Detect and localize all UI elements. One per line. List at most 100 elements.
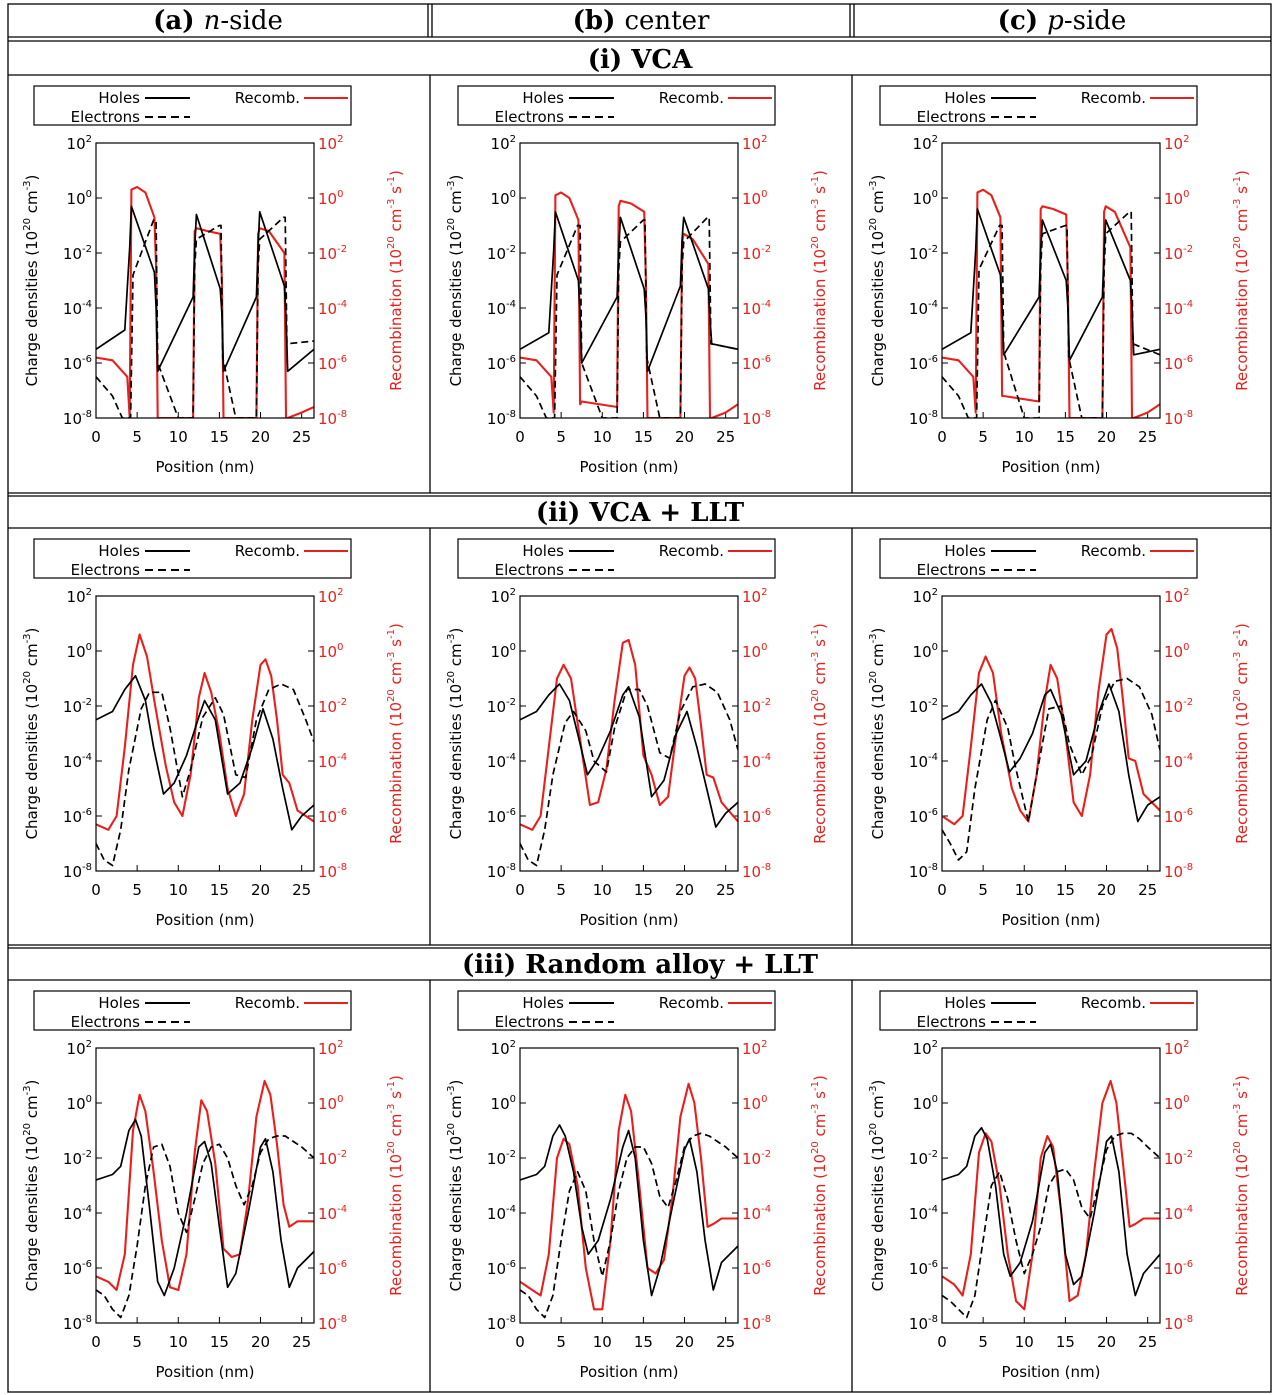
x-tick-label: 15 xyxy=(210,1333,229,1351)
x-tick-label: 20 xyxy=(675,1333,694,1351)
y-tick-label-left: 10-2 xyxy=(487,1149,516,1168)
y-tick-label-right: 100 xyxy=(1164,642,1189,661)
y-axis-label-left: Charge densities (1020 cm-3) xyxy=(22,1080,41,1292)
y-tick-label-right: 10-8 xyxy=(318,862,347,881)
chart-panel: Holes Recomb. Electrons 10-8 10-8 10-6 10-6 10-… xyxy=(22,85,405,476)
y-tick-label-left: 10-6 xyxy=(63,1259,92,1278)
electrons-line xyxy=(96,683,314,867)
y-tick-label-right: 102 xyxy=(742,1039,767,1058)
x-tick-label: 25 xyxy=(716,1333,735,1351)
y-tick-label-left: 10-2 xyxy=(909,1149,938,1168)
y-tick-label-right: 10-6 xyxy=(1164,354,1193,373)
electrons-line xyxy=(520,683,738,867)
chart-panel: Holes Recomb. Electrons 10-8 10-8 10-6 10-6 10-… xyxy=(446,990,829,1381)
legend: Holes Recomb. Electrons xyxy=(33,85,352,126)
y-tick-label-left: 10-6 xyxy=(487,807,516,826)
legend-box xyxy=(33,990,352,1031)
x-tick-label: 25 xyxy=(1138,881,1157,899)
plot-frame xyxy=(941,1047,1161,1324)
y-tick-label-left: 100 xyxy=(67,1094,92,1113)
x-tick-label: 5 xyxy=(132,1333,142,1351)
x-tick-label: 20 xyxy=(251,881,270,899)
y-tick-label-right: 102 xyxy=(742,134,767,153)
y-tick-label-right: 10-2 xyxy=(1164,697,1193,716)
y-tick-label-left: 10-2 xyxy=(487,244,516,263)
y-tick-label-left: 10-4 xyxy=(487,752,516,771)
plot-frame xyxy=(95,1047,315,1324)
holes-line xyxy=(96,674,314,831)
x-tick-label: 20 xyxy=(1097,881,1116,899)
y-tick-label-right: 10-6 xyxy=(742,354,771,373)
x-tick-label: 15 xyxy=(210,881,229,899)
electrons-line xyxy=(520,1132,738,1319)
row-title: (iii) Random alloy + LLT xyxy=(462,950,819,980)
electrons-line xyxy=(942,677,1160,861)
holes-line xyxy=(520,1124,738,1297)
legend-electrons-label: Electrons xyxy=(495,1013,565,1031)
legend: Holes Recomb. Electrons xyxy=(457,85,776,126)
chart-panel: Holes Recomb. Electrons 10-8 10-8 10-6 10-6 10-… xyxy=(868,538,1251,929)
y-tick-label-right: 102 xyxy=(318,134,343,153)
x-tick-label: 0 xyxy=(937,1333,947,1351)
y-tick-label-left: 10-6 xyxy=(63,807,92,826)
x-axis-label: Position (nm) xyxy=(156,458,255,476)
y-axis-label-right: Recombination (1020 cm-3 s-1) xyxy=(386,623,405,844)
legend-electrons-label: Electrons xyxy=(495,108,565,126)
y-tick-label-right: 100 xyxy=(742,189,767,208)
y-axis-label-left: Charge densities (1020 cm-3) xyxy=(446,1080,465,1292)
y-tick-label-right: 10-8 xyxy=(318,1314,347,1333)
y-axis-label-left: Charge densities (1020 cm-3) xyxy=(22,175,41,387)
chart-panel: Holes Recomb. Electrons 10-8 10-8 10-6 10-6 10-… xyxy=(446,85,829,476)
plot-frame xyxy=(941,142,1161,419)
y-axis-label-right: Recombination (1020 cm-3 s-1) xyxy=(386,1075,405,1296)
x-tick-label: 15 xyxy=(634,428,653,446)
x-axis-label: Position (nm) xyxy=(1002,1363,1101,1381)
y-tick-label-left: 102 xyxy=(491,1039,516,1058)
legend: Holes Recomb. Electrons xyxy=(457,990,776,1031)
row-title: (i) VCA xyxy=(588,45,693,75)
chart-panel: Holes Recomb. Electrons 10-8 10-8 10-6 10-6 10-… xyxy=(22,990,405,1381)
y-tick-label-right: 100 xyxy=(318,642,343,661)
x-tick-label: 15 xyxy=(634,881,653,899)
y-tick-label-right: 102 xyxy=(1164,134,1189,153)
y-tick-label-left: 10-8 xyxy=(909,1314,938,1333)
y-axis-label-right: Recombination (1020 cm-3 s-1) xyxy=(810,170,829,391)
y-tick-label-left: 100 xyxy=(67,189,92,208)
column-header: (c) p-side xyxy=(998,6,1127,36)
x-tick-label: 20 xyxy=(1097,428,1116,446)
legend-box xyxy=(457,538,776,579)
y-tick-label-right: 10-4 xyxy=(742,752,771,771)
legend-electrons-label: Electrons xyxy=(917,561,987,579)
x-tick-label: 5 xyxy=(556,881,566,899)
y-tick-label-left: 102 xyxy=(913,134,938,153)
y-tick-label-right: 10-2 xyxy=(1164,1149,1193,1168)
recomb-line xyxy=(942,1079,1160,1311)
legend-electrons-label: Electrons xyxy=(917,108,987,126)
y-axis-label-right: Recombination (1020 cm-3 s-1) xyxy=(386,170,405,391)
y-axis-label-left: Charge densities (1020 cm-3) xyxy=(868,628,887,840)
y-tick-label-left: 100 xyxy=(913,189,938,208)
x-tick-label: 0 xyxy=(937,428,947,446)
recomb-line xyxy=(942,627,1160,826)
row-title: (ii) VCA + LLT xyxy=(536,498,745,528)
x-tick-label: 15 xyxy=(634,1333,653,1351)
y-axis-label-left: Charge densities (1020 cm-3) xyxy=(446,175,465,387)
column-header: (b) center xyxy=(573,6,710,36)
holes-line xyxy=(942,208,1160,362)
legend-electrons-label: Electrons xyxy=(71,1013,141,1031)
plot-frame xyxy=(519,1047,739,1324)
y-tick-label-left: 10-2 xyxy=(909,697,938,716)
y-tick-label-left: 10-4 xyxy=(909,299,938,318)
y-tick-label-right: 10-8 xyxy=(1164,1314,1193,1333)
electrons-line xyxy=(96,1135,314,1319)
x-tick-label: 5 xyxy=(132,428,142,446)
x-tick-label: 15 xyxy=(1056,428,1075,446)
y-tick-label-right: 10-2 xyxy=(318,244,347,263)
x-axis-label: Position (nm) xyxy=(580,458,679,476)
legend-recomb-label: Recomb. xyxy=(235,994,300,1012)
legend-box xyxy=(879,538,1198,579)
y-tick-label-right: 100 xyxy=(742,642,767,661)
x-tick-label: 0 xyxy=(91,1333,101,1351)
plot-frame xyxy=(95,595,315,872)
y-tick-label-right: 10-4 xyxy=(1164,752,1193,771)
